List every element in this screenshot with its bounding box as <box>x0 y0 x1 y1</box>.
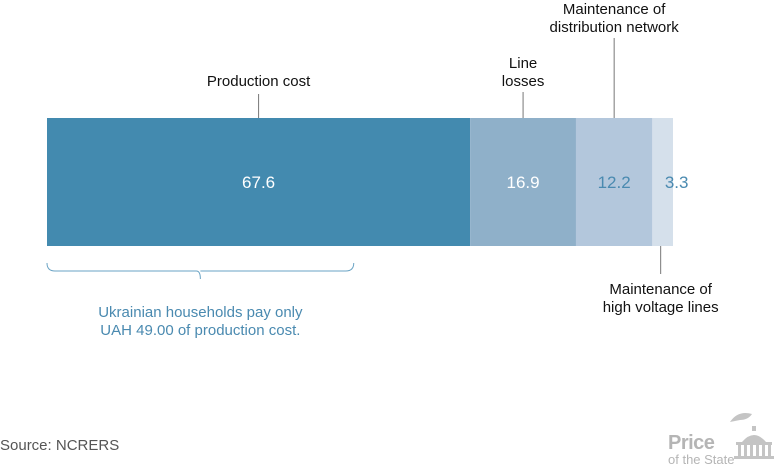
logo-title: Price <box>668 432 715 454</box>
value-label-1: 67.6 <box>242 173 275 192</box>
source-note: Source: NCRERS <box>0 437 120 454</box>
logo-subtitle: of the State <box>668 452 735 467</box>
leader-lines <box>258 38 662 274</box>
segment-label-4-line-1: Maintenance of <box>609 281 712 298</box>
bar-segment-2 <box>470 118 576 246</box>
price-of-the-state-logo: Price of the State <box>668 402 776 467</box>
segment-label-2-line-1: Line <box>509 55 537 72</box>
bar-segment-4 <box>652 118 673 246</box>
annotation-line-1: Ukrainian households pay only <box>98 304 303 321</box>
value-label-4: 3.3 <box>665 173 689 192</box>
building-icon <box>730 413 774 459</box>
segment-label-4-line-2: high voltage lines <box>603 299 719 316</box>
segment-label-3-line-1: Maintenance of <box>563 1 666 18</box>
annotation-line-2: UAH 49.00 of production cost. <box>100 322 300 339</box>
bar-segments <box>47 118 673 246</box>
bar-segment-3 <box>575 118 653 246</box>
annotation: Ukrainian households pay only UAH 49.00 … <box>46 262 355 339</box>
segment-label-1-line-1: Production cost <box>207 73 311 90</box>
bar-segment-1 <box>47 118 471 246</box>
annotation-bracket <box>46 262 355 280</box>
value-label-2: 16.9 <box>507 173 540 192</box>
segment-label-3-line-2: distribution network <box>550 19 680 36</box>
value-label-3: 12.2 <box>598 173 631 192</box>
segment-label-2-line-2: losses <box>502 73 545 90</box>
